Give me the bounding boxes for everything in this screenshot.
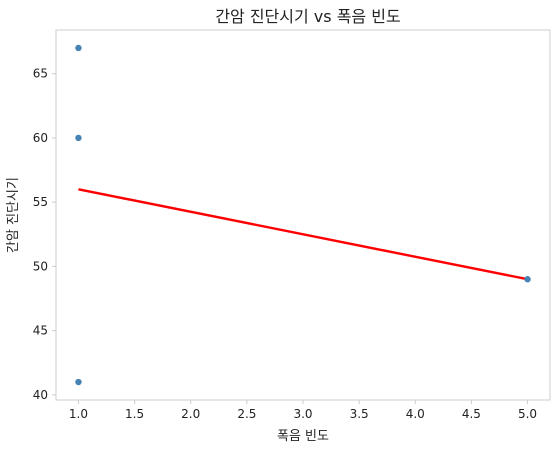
y-axis: 40 45 50 55 60 65 [33,67,56,402]
chart-title: 간암 진단시기 vs 폭음 빈도 [215,7,400,26]
x-tick-label: 2.5 [237,407,256,421]
scatter-point [75,44,82,52]
y-tick-label: 40 [33,388,48,402]
x-axis-label: 폭음 빈도 [277,429,329,444]
x-tick-label: 4.5 [462,407,481,421]
x-tick-label: 3.0 [293,407,312,421]
scatter-point [75,378,82,386]
x-tick-label: 1.5 [125,407,144,421]
x-tick-label: 4.0 [406,407,425,421]
y-tick-label: 60 [33,131,48,145]
x-axis: 1.0 1.5 2.0 2.5 3.0 3.5 4.0 4.5 5.0 [69,400,537,421]
scatter-point [524,276,531,283]
y-axis-label: 간암 진단시기 [6,177,21,253]
x-tick-label: 3.5 [350,407,369,421]
trend-line [78,188,528,281]
x-tick-label: 1.0 [69,407,88,421]
plot-frame [55,29,551,401]
scatter-point [75,134,82,142]
y-tick-label: 50 [33,259,48,273]
x-tick-label: 5.0 [518,407,537,421]
y-tick-label: 55 [33,195,48,209]
y-tick-label: 45 [33,324,48,338]
plot-marks [75,44,531,386]
y-tick-label: 65 [33,67,48,81]
x-tick-label: 2.0 [181,407,200,421]
